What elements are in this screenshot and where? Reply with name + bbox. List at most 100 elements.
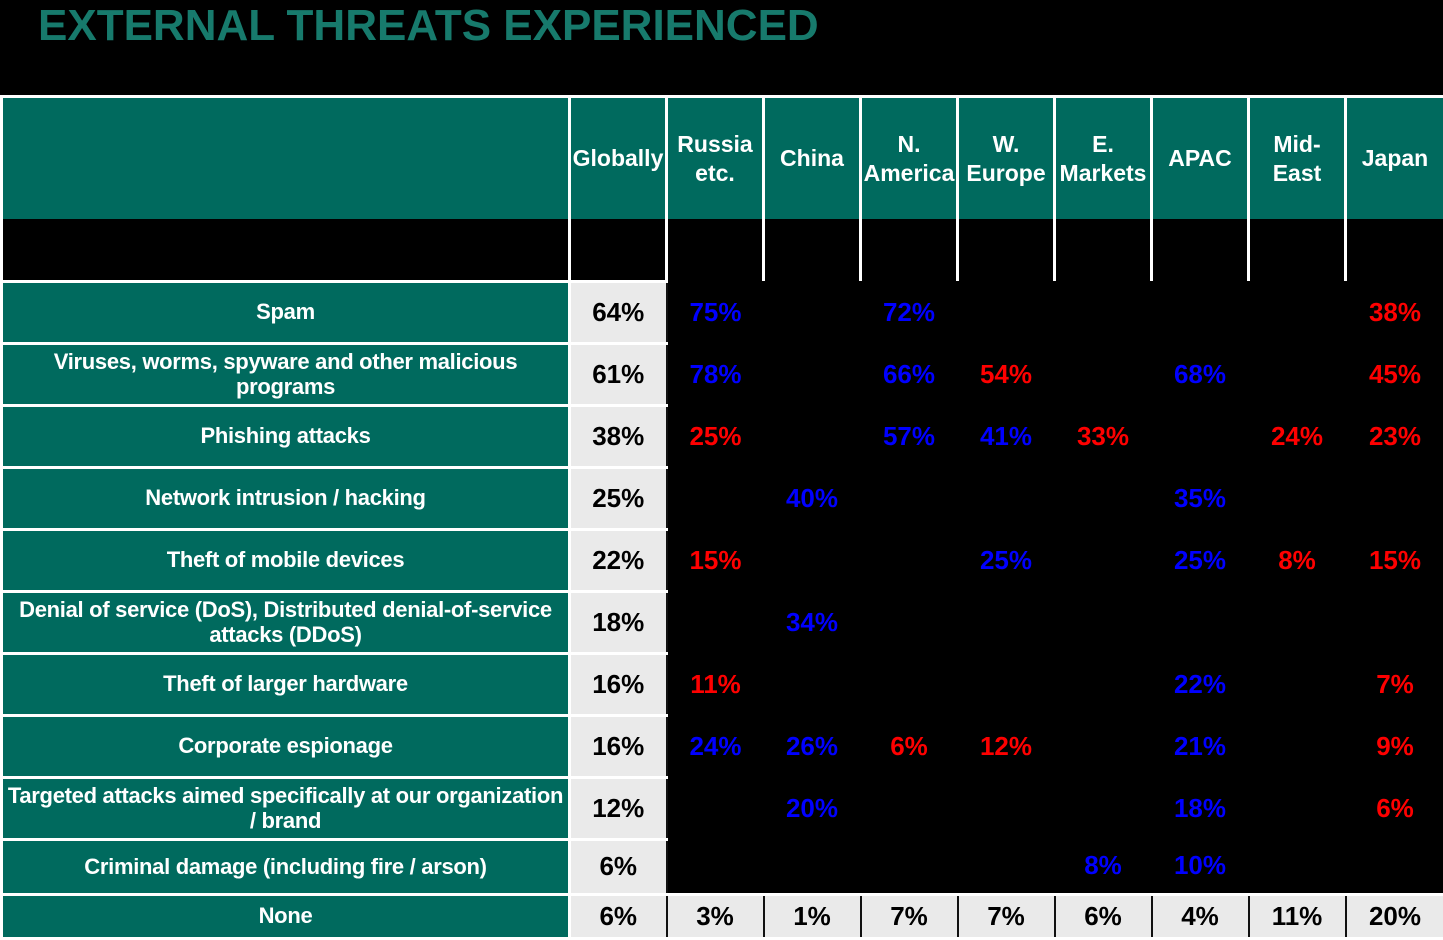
table-cell-phishing-attacks-n-america: 57% — [861, 405, 958, 467]
table-cell-network-intrusion-hacking-japan — [1346, 467, 1443, 529]
table-cell-phishing-attacks-mid-east: 24% — [1249, 405, 1346, 467]
table-cell-theft-of-mobile-devices-japan: 15% — [1346, 529, 1443, 591]
table-cell-spam-e-markets — [1055, 281, 1152, 343]
column-header-w-europe: W. Europe — [958, 97, 1055, 220]
table-cell-criminal-damage-including-fire-arson-e-markets: 8% — [1055, 839, 1152, 894]
table-cell-corporate-espionage-japan: 9% — [1346, 715, 1443, 777]
column-header-e-markets: E. Markets — [1055, 97, 1152, 220]
table-cell-viruses-worms-spyware-and-other-malicious-programs-n-america: 66% — [861, 343, 958, 405]
table-cell-denial-of-service-dos-distributed-denial-of-service-attacks-ddos-n-america — [861, 591, 958, 653]
table-cell-network-intrusion-hacking-e-markets — [1055, 467, 1152, 529]
table-cell-none-e-markets: 6% — [1055, 894, 1152, 938]
table-cell-spam-japan: 38% — [1346, 281, 1443, 343]
table-cell-targeted-attacks-aimed-specifically-at-our-organization-brand-russia-etc — [667, 777, 764, 839]
table-cell-spam-n-america: 72% — [861, 281, 958, 343]
table-cell-targeted-attacks-aimed-specifically-at-our-organization-brand-apac: 18% — [1152, 777, 1249, 839]
table-cell-spam-apac — [1152, 281, 1249, 343]
table-cell-denial-of-service-dos-distributed-denial-of-service-attacks-ddos-e-markets — [1055, 591, 1152, 653]
table-cell-network-intrusion-hacking-apac: 35% — [1152, 467, 1249, 529]
data-row-criminal-damage-including-fire-arson: Criminal damage (including fire / arson)… — [2, 839, 1443, 894]
separator-cell — [1249, 219, 1346, 281]
table-cell-denial-of-service-dos-distributed-denial-of-service-attacks-ddos-apac — [1152, 591, 1249, 653]
row-label: Network intrusion / hacking — [2, 467, 570, 529]
row-label: Theft of mobile devices — [2, 529, 570, 591]
table-cell-theft-of-larger-hardware-n-america — [861, 653, 958, 715]
table-cell-viruses-worms-spyware-and-other-malicious-programs-japan: 45% — [1346, 343, 1443, 405]
table-cell-network-intrusion-hacking-n-america — [861, 467, 958, 529]
column-header-japan: Japan — [1346, 97, 1443, 220]
table-cell-spam-mid-east — [1249, 281, 1346, 343]
separator-cell — [764, 219, 861, 281]
data-row-targeted-attacks-aimed-specifically-at-our-organization-brand: Targeted attacks aimed specifically at o… — [2, 777, 1443, 839]
table-cell-denial-of-service-dos-distributed-denial-of-service-attacks-ddos-w-europe — [958, 591, 1055, 653]
row-label: Spam — [2, 281, 570, 343]
table-cell-none-russia-etc: 3% — [667, 894, 764, 938]
table-cell-phishing-attacks-russia-etc: 25% — [667, 405, 764, 467]
table-cell-network-intrusion-hacking-globally: 25% — [570, 467, 667, 529]
table-cell-criminal-damage-including-fire-arson-n-america — [861, 839, 958, 894]
table-cell-spam-globally: 64% — [570, 281, 667, 343]
page-title: EXTERNAL THREATS EXPERIENCED — [38, 0, 819, 52]
table-cell-none-globally: 6% — [570, 894, 667, 938]
table-cell-criminal-damage-including-fire-arson-globally: 6% — [570, 839, 667, 894]
row-label: Corporate espionage — [2, 715, 570, 777]
table-cell-theft-of-mobile-devices-n-america — [861, 529, 958, 591]
table-corner — [2, 97, 570, 220]
table-cell-targeted-attacks-aimed-specifically-at-our-organization-brand-n-america — [861, 777, 958, 839]
table-cell-targeted-attacks-aimed-specifically-at-our-organization-brand-china: 20% — [764, 777, 861, 839]
table-cell-criminal-damage-including-fire-arson-apac: 10% — [1152, 839, 1249, 894]
table-cell-none-china: 1% — [764, 894, 861, 938]
separator-cell — [958, 219, 1055, 281]
table-cell-phishing-attacks-china — [764, 405, 861, 467]
row-label: None — [2, 894, 570, 938]
table-cell-denial-of-service-dos-distributed-denial-of-service-attacks-ddos-russia-etc — [667, 591, 764, 653]
table-cell-phishing-attacks-apac — [1152, 405, 1249, 467]
table-cell-denial-of-service-dos-distributed-denial-of-service-attacks-ddos-mid-east — [1249, 591, 1346, 653]
table-cell-targeted-attacks-aimed-specifically-at-our-organization-brand-e-markets — [1055, 777, 1152, 839]
row-label: Viruses, worms, spyware and other malici… — [2, 343, 570, 405]
table-cell-denial-of-service-dos-distributed-denial-of-service-attacks-ddos-globally: 18% — [570, 591, 667, 653]
table-cell-viruses-worms-spyware-and-other-malicious-programs-china — [764, 343, 861, 405]
separator-cell — [2, 219, 570, 281]
table-cell-spam-w-europe — [958, 281, 1055, 343]
table-cell-viruses-worms-spyware-and-other-malicious-programs-w-europe: 54% — [958, 343, 1055, 405]
table-cell-theft-of-larger-hardware-w-europe — [958, 653, 1055, 715]
table-cell-phishing-attacks-globally: 38% — [570, 405, 667, 467]
table-cell-theft-of-mobile-devices-mid-east: 8% — [1249, 529, 1346, 591]
table-cell-denial-of-service-dos-distributed-denial-of-service-attacks-ddos-china: 34% — [764, 591, 861, 653]
table-cell-corporate-espionage-w-europe: 12% — [958, 715, 1055, 777]
separator-cell — [667, 219, 764, 281]
table-cell-theft-of-larger-hardware-mid-east — [1249, 653, 1346, 715]
data-row-denial-of-service-dos-distributed-denial-of-service-attacks-ddos: Denial of service (DoS), Distributed den… — [2, 591, 1443, 653]
column-header-mid-east: Mid-East — [1249, 97, 1346, 220]
table-cell-corporate-espionage-n-america: 6% — [861, 715, 958, 777]
row-label: Denial of service (DoS), Distributed den… — [2, 591, 570, 653]
table-cell-targeted-attacks-aimed-specifically-at-our-organization-brand-mid-east — [1249, 777, 1346, 839]
table-cell-theft-of-mobile-devices-e-markets — [1055, 529, 1152, 591]
table-cell-none-apac: 4% — [1152, 894, 1249, 938]
table-cell-theft-of-mobile-devices-w-europe: 25% — [958, 529, 1055, 591]
table-cell-targeted-attacks-aimed-specifically-at-our-organization-brand-japan: 6% — [1346, 777, 1443, 839]
table-cell-criminal-damage-including-fire-arson-w-europe — [958, 839, 1055, 894]
table-cell-none-w-europe: 7% — [958, 894, 1055, 938]
row-label: Theft of larger hardware — [2, 653, 570, 715]
table-cell-corporate-espionage-mid-east — [1249, 715, 1346, 777]
separator-row — [2, 219, 1443, 281]
table-cell-none-japan: 20% — [1346, 894, 1443, 938]
table-cell-corporate-espionage-e-markets — [1055, 715, 1152, 777]
table-cell-corporate-espionage-russia-etc: 24% — [667, 715, 764, 777]
table-cell-spam-china — [764, 281, 861, 343]
row-label: Phishing attacks — [2, 405, 570, 467]
data-row-viruses-worms-spyware-and-other-malicious-programs: Viruses, worms, spyware and other malici… — [2, 343, 1443, 405]
table-cell-denial-of-service-dos-distributed-denial-of-service-attacks-ddos-japan — [1346, 591, 1443, 653]
table-cell-theft-of-larger-hardware-russia-etc: 11% — [667, 653, 764, 715]
table-cell-spam-russia-etc: 75% — [667, 281, 764, 343]
table-cell-corporate-espionage-china: 26% — [764, 715, 861, 777]
